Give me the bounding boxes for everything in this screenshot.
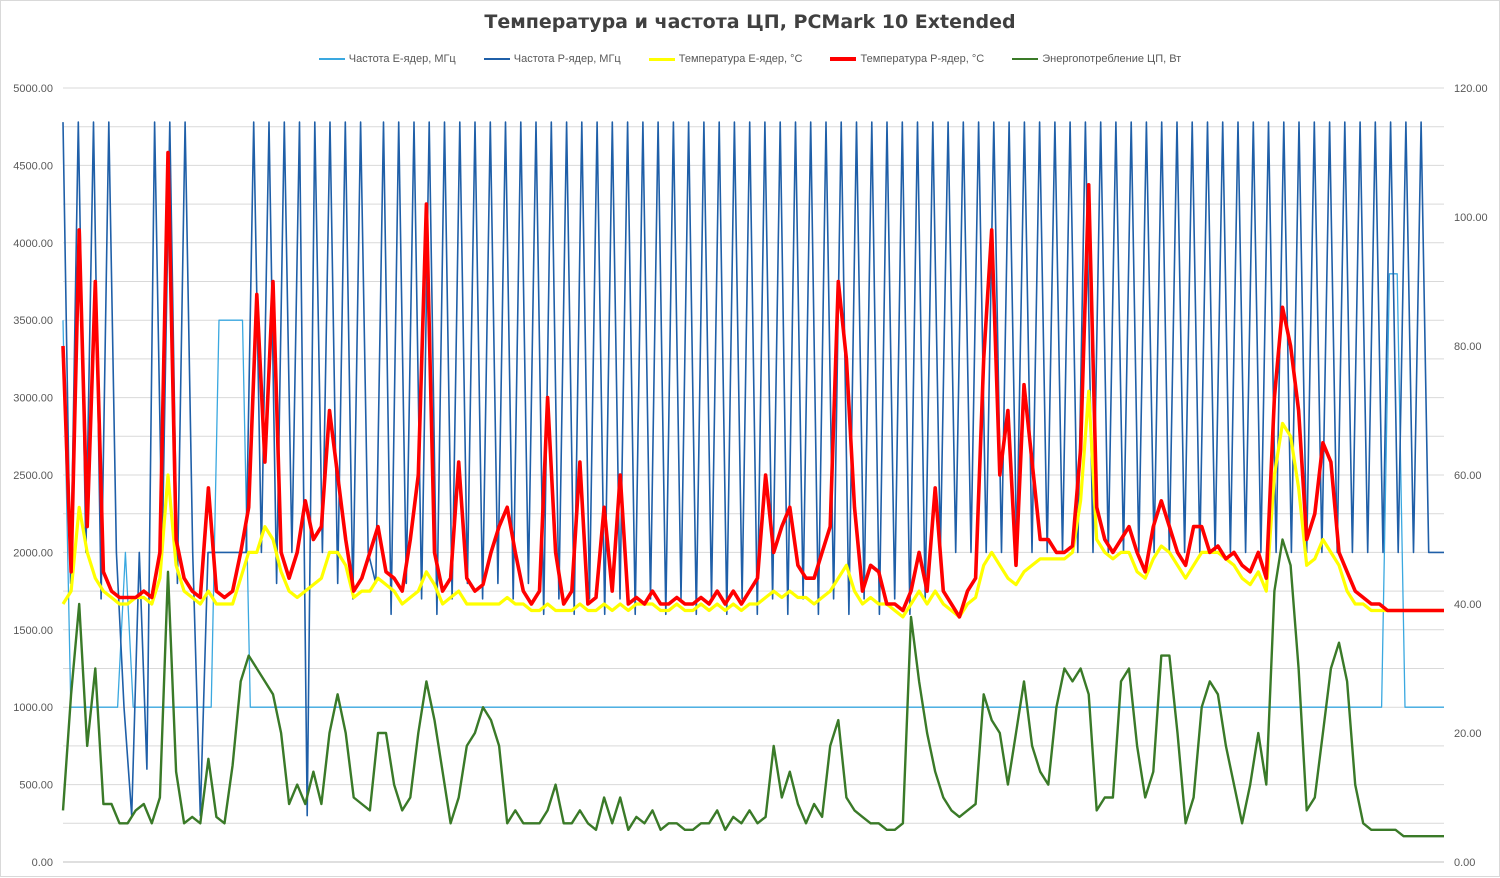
legend-item: Температура P-ядер, °C	[830, 53, 984, 65]
y-left-tick-label: 1000.00	[13, 702, 53, 714]
legend-item: Частота E-ядер, МГц	[318, 53, 456, 65]
series-line-4	[61, 150, 1444, 619]
y-right-tick-label: 0.00	[1454, 857, 1475, 869]
y-left-tick-label: 3000.00	[13, 393, 53, 405]
chart-title: Температура и частота ЦП, PCMark 10 Exte…	[484, 11, 1016, 33]
series-line-1	[62, 273, 1444, 708]
y-left-tick-label: 5000.00	[13, 83, 53, 95]
legend-label: Энергопотребление ЦП, Вт	[1042, 53, 1182, 65]
legend-label: Частота P-ядер, МГц	[513, 53, 621, 65]
series-line-3	[61, 389, 1444, 619]
y-right-tick-label: 80.00	[1454, 341, 1482, 353]
y-left-tick-label: 4000.00	[13, 238, 53, 250]
legend-item: Частота P-ядер, МГц	[483, 53, 621, 65]
y-right-tick-label: 60.00	[1454, 470, 1482, 482]
y-left-tick-label: 2000.00	[13, 547, 53, 559]
legend-label: Температура E-ядер, °C	[678, 53, 803, 65]
y-right-tick-label: 40.00	[1454, 599, 1482, 611]
y-right-tick-label: 20.00	[1454, 728, 1482, 740]
y-left-tick-label: 0.00	[32, 857, 53, 869]
y-right-tick-label: 100.00	[1454, 212, 1488, 224]
legend-item: Температура E-ядер, °C	[648, 53, 803, 65]
legend-label: Температура P-ядер, °C	[860, 53, 985, 65]
y-left-tick-label: 4500.00	[13, 160, 53, 172]
legend-swatch	[318, 58, 345, 60]
legend-swatch	[648, 57, 675, 61]
legend: Частота E-ядер, МГц Частота P-ядер, МГц Те…	[1, 53, 1499, 65]
legend-label: Частота E-ядер, МГц	[348, 53, 456, 65]
y-left-tick-label: 2500.00	[13, 470, 53, 482]
y-right-tick-label: 120.00	[1454, 83, 1488, 95]
series-line-5	[61, 538, 1444, 838]
y-left-tick-label: 500.00	[19, 780, 53, 792]
legend-swatch	[1012, 58, 1039, 60]
series-line-2	[62, 121, 1444, 817]
legend-item: Энергопотребление ЦП, Вт	[1012, 53, 1181, 65]
y-left-tick-label: 1500.00	[13, 625, 53, 637]
legend-swatch	[830, 57, 857, 61]
legend-swatch	[483, 58, 510, 60]
y-left-tick-label: 3500.00	[13, 315, 53, 327]
